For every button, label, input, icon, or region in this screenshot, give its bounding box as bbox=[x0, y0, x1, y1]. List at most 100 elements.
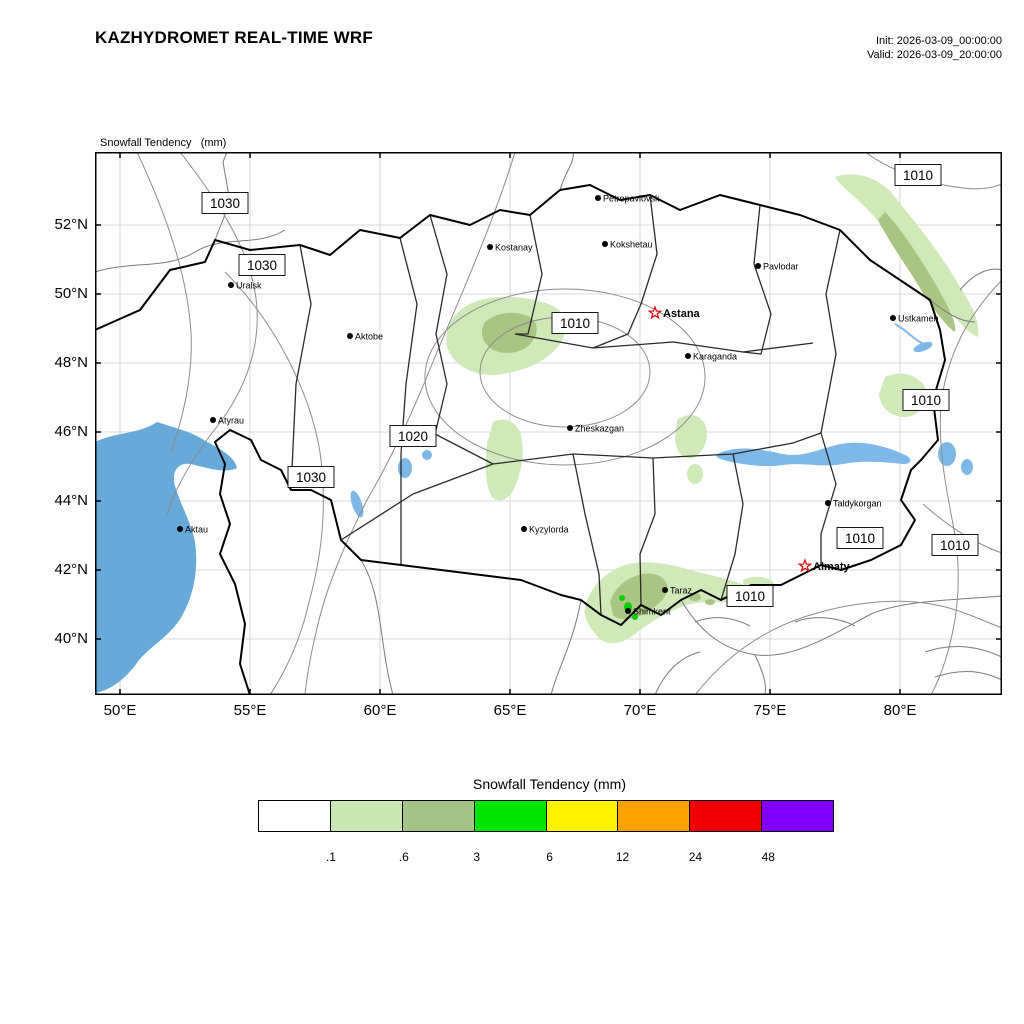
city-label: Kyzylorda bbox=[529, 525, 569, 535]
oblast-border bbox=[399, 237, 418, 565]
pressure-label: 1020 bbox=[389, 425, 437, 447]
china-line bbox=[959, 268, 1003, 291]
pressure-labels: 1030 1030 1010 1010 1020 1030 1010 1010 1010 1010 bbox=[201, 164, 979, 607]
snow-patch-small bbox=[687, 464, 703, 484]
city-marker-kokshetau: Kokshetau bbox=[602, 240, 653, 250]
oblast-border bbox=[434, 433, 494, 465]
oblast-border bbox=[515, 214, 543, 335]
x-axis-label: 55°E bbox=[233, 702, 267, 719]
oblast-border bbox=[639, 457, 656, 606]
legend-swatch bbox=[689, 800, 763, 832]
pressure-label-box bbox=[201, 192, 249, 214]
isobar bbox=[922, 503, 1003, 554]
city-label: Uralsk bbox=[236, 281, 262, 291]
pressure-label-box bbox=[902, 389, 950, 411]
legend-title: Snowfall Tendency (mm) bbox=[472, 776, 627, 792]
kyrgyz-line bbox=[654, 651, 701, 696]
terrain-line bbox=[794, 617, 856, 627]
axis-tick-marks bbox=[95, 152, 1002, 695]
city-label: Petropavlovsk bbox=[603, 194, 660, 204]
small-lake bbox=[422, 450, 432, 460]
city-dot-icon bbox=[567, 425, 573, 431]
pressure-value: 1010 bbox=[940, 538, 970, 553]
city-label: Zheskazgan bbox=[575, 424, 624, 434]
x-axis-label: 75°E bbox=[753, 702, 787, 719]
city-label: Astana bbox=[663, 308, 701, 320]
city-label: Shimkent bbox=[633, 607, 671, 617]
legend-swatch bbox=[545, 800, 619, 832]
russia-line bbox=[559, 151, 574, 191]
city-marker-aktobe: Aktobe bbox=[347, 332, 383, 342]
city-marker-petropavlovsk: Petropavlovsk bbox=[595, 194, 660, 204]
model-run-info: Init: 2026-03-09_00:00:00 Valid: 2026-03… bbox=[867, 34, 1002, 62]
city-label: Kokshetau bbox=[610, 240, 653, 250]
isobar bbox=[304, 151, 516, 696]
city-dot-icon bbox=[662, 587, 668, 593]
lake-balkhash bbox=[716, 442, 911, 467]
weather-map: 1030 1030 1010 1010 1020 1030 1010 1010 1010 1010… bbox=[94, 151, 1003, 696]
city-label: Taldykorgan bbox=[833, 499, 882, 509]
city-dot-icon bbox=[890, 315, 896, 321]
pressure-value: 1010 bbox=[560, 316, 590, 331]
snowfall-shading bbox=[446, 174, 979, 644]
city-marker-shimkent: Shimkent bbox=[625, 607, 671, 617]
pressure-value: 1020 bbox=[398, 429, 428, 444]
init-time: Init: 2026-03-09_00:00:00 bbox=[876, 35, 1002, 47]
city-marker-zheskazgan: Zheskazgan bbox=[567, 424, 624, 434]
oblast-border bbox=[742, 204, 772, 355]
uzbek-line bbox=[360, 559, 394, 696]
pressure-label-box bbox=[726, 585, 774, 607]
city-marker-taraz: Taraz bbox=[662, 586, 693, 596]
pressure-label: 1010 bbox=[726, 585, 774, 607]
y-axis-label: 52°N bbox=[54, 216, 88, 233]
legend-swatch bbox=[761, 800, 835, 832]
city-dot-icon bbox=[228, 282, 234, 288]
pressure-label-box bbox=[894, 164, 942, 186]
legend-tick-label: .1 bbox=[325, 850, 336, 864]
capital-star-icon bbox=[647, 305, 663, 320]
oblast-border bbox=[592, 194, 658, 349]
pressure-label-box bbox=[836, 527, 884, 549]
city-dot-icon bbox=[487, 244, 493, 250]
y-axis-label: 50°N bbox=[54, 285, 88, 302]
map-canvas: 1030 1030 1010 1010 1020 1030 1010 1010 1010 1010… bbox=[94, 151, 1003, 696]
x-axis-label: 65°E bbox=[493, 702, 527, 719]
legend-swatch bbox=[258, 800, 331, 832]
pressure-label: 1030 bbox=[238, 254, 286, 276]
city-label: Pavlodar bbox=[763, 262, 799, 272]
isobar bbox=[864, 151, 1003, 190]
legend-tick-label: 12 bbox=[615, 850, 630, 864]
pressure-label-box bbox=[287, 466, 335, 488]
x-axis-label: 70°E bbox=[623, 702, 657, 719]
pressure-value: 1010 bbox=[845, 531, 875, 546]
legend-tick-label: 48 bbox=[761, 850, 775, 864]
city-dot-icon bbox=[210, 417, 216, 423]
city-marker-almaty: Almaty bbox=[797, 558, 851, 573]
city-dot-icon bbox=[625, 608, 631, 614]
small-lake bbox=[398, 458, 412, 478]
isobar bbox=[166, 151, 258, 515]
pressure-value: 1010 bbox=[903, 168, 933, 183]
city-dot-icon bbox=[595, 195, 601, 201]
uzbek-line bbox=[550, 599, 582, 696]
snow-patch-bright bbox=[632, 614, 638, 620]
pressure-label: 1010 bbox=[836, 527, 884, 549]
pressure-label: 1030 bbox=[201, 192, 249, 214]
pressure-contours bbox=[136, 151, 1003, 696]
city-label: Kostanay bbox=[495, 243, 533, 253]
city-dot-icon bbox=[755, 263, 761, 269]
isobar bbox=[930, 279, 1003, 696]
kyrgyz-line bbox=[680, 595, 1003, 656]
oblast-border bbox=[572, 453, 602, 616]
city-label: Karaganda bbox=[693, 352, 737, 362]
small-lake bbox=[350, 490, 364, 518]
city-marker-ustkamen: Ustkamen bbox=[890, 314, 939, 324]
river bbox=[894, 323, 930, 347]
legend-swatch bbox=[401, 800, 475, 832]
pressure-label-box bbox=[551, 312, 599, 334]
isobar bbox=[424, 288, 706, 466]
oblast-border bbox=[820, 229, 841, 565]
oblast-border bbox=[290, 244, 312, 491]
pressure-value: 1030 bbox=[210, 196, 240, 211]
capital-star-icon bbox=[797, 558, 813, 573]
